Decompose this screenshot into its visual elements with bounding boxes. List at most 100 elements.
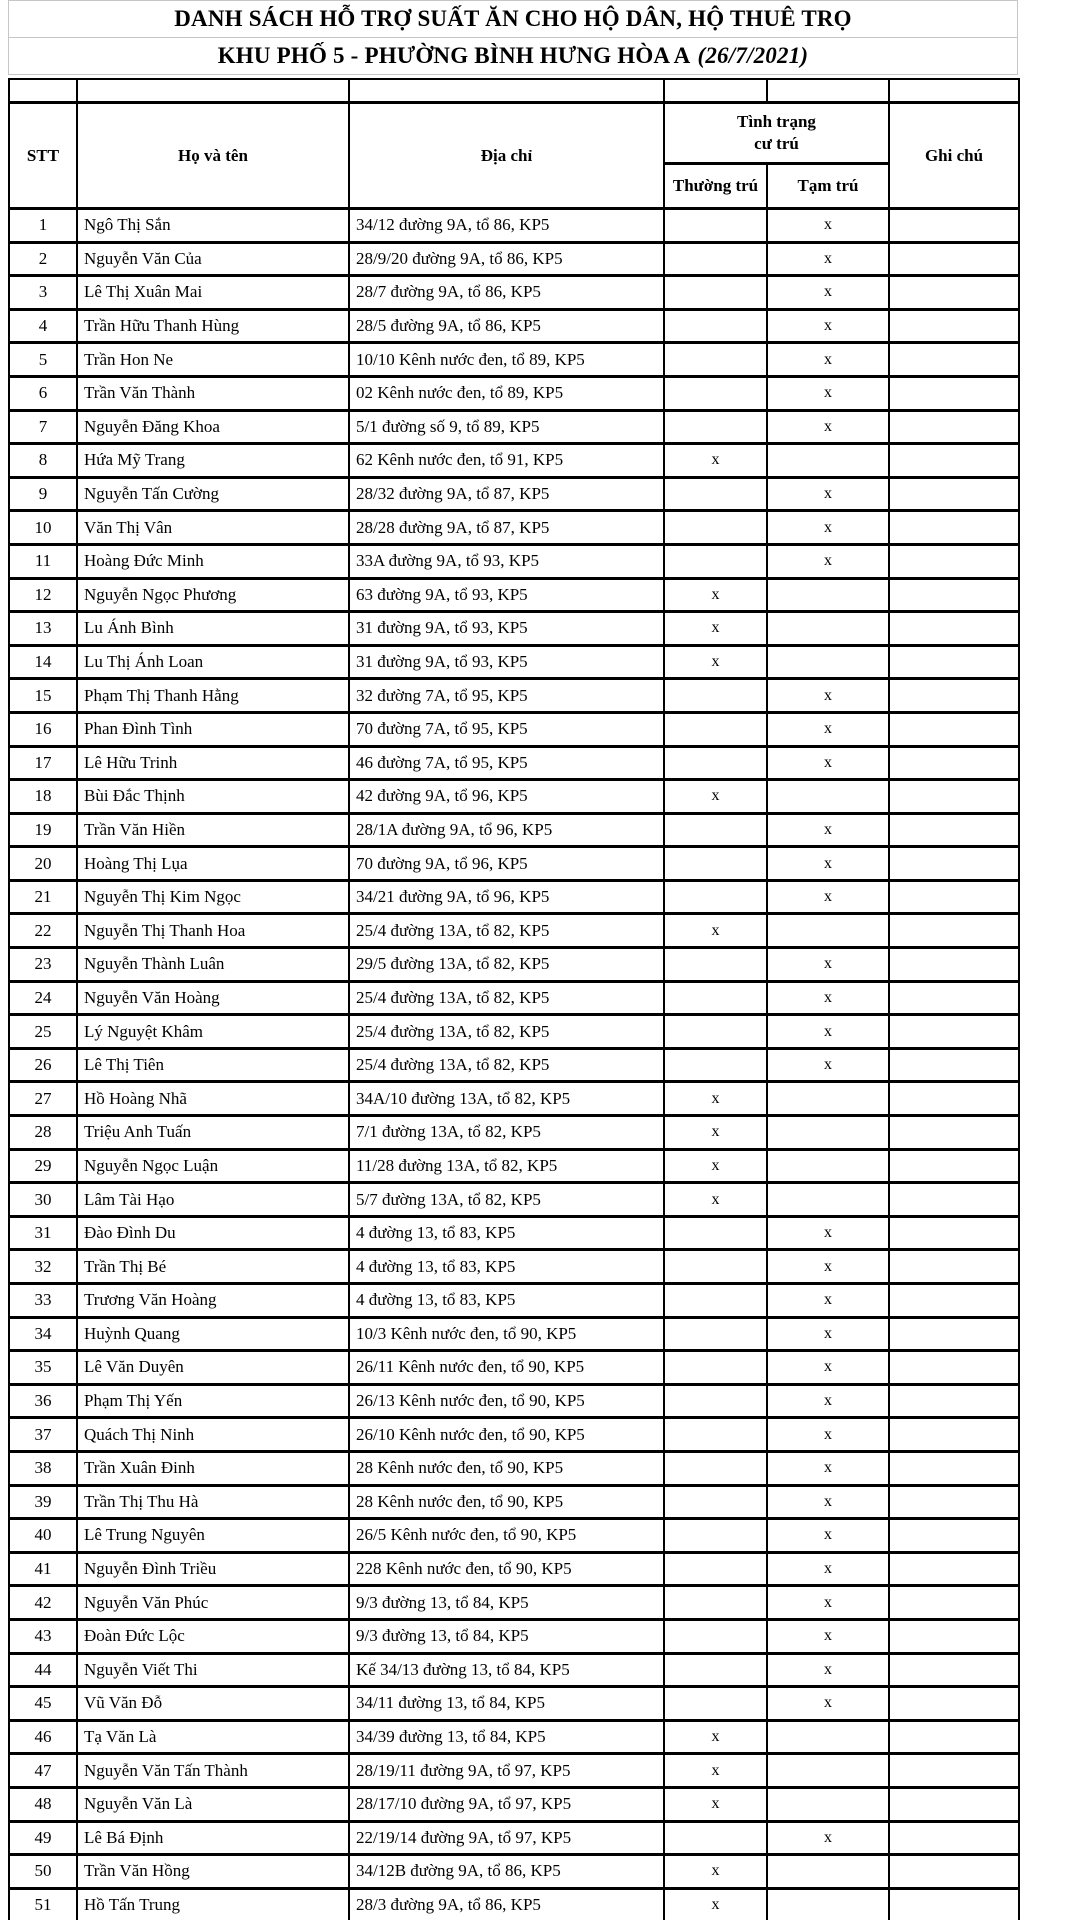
cell-address: 34/21 đường 9A, tổ 96, KP5	[348, 878, 665, 916]
table-row: 48 Nguyễn Văn Là 28/17/10 đường 9A, tổ 97,…	[8, 1785, 1020, 1823]
cell-address: 228 Kênh nước đen, tổ 90, KP5	[348, 1550, 665, 1588]
column-header-note: Ghi chú	[888, 101, 1020, 210]
cell-stt: 48	[8, 1785, 78, 1823]
spacer-cell	[888, 78, 1020, 104]
column-header-stt: STT	[8, 101, 78, 210]
cell-note	[888, 509, 1020, 546]
cell-address: 9/3 đường 13, tổ 84, KP5	[348, 1617, 665, 1655]
cell-note	[888, 1013, 1020, 1050]
cell-address: 4 đường 13, tổ 83, KP5	[348, 1282, 665, 1319]
cell-permanent: x	[663, 1080, 768, 1118]
cell-name: Phan Đình Tình	[76, 710, 350, 748]
cell-stt: 13	[8, 610, 78, 647]
cell-name: Trần Văn Thành	[76, 374, 350, 412]
table-row: 35 Lê Văn Duyên 26/11 Kênh nước đen, tổ 90…	[8, 1349, 1020, 1386]
cell-stt: 26	[8, 1046, 78, 1084]
cell-name: Lê Thị Tiên	[76, 1046, 350, 1084]
cell-permanent	[663, 1349, 768, 1386]
cell-stt: 4	[8, 307, 78, 345]
cell-address: 10/10 Kênh nước đen, tổ 89, KP5	[348, 341, 665, 378]
document-date: (26/7/2021)	[697, 43, 809, 68]
cell-name: Nguyễn Văn Là	[76, 1785, 350, 1823]
cell-stt: 51	[8, 1886, 78, 1920]
cell-permanent	[663, 1819, 768, 1857]
cell-temporary: x	[766, 1349, 890, 1386]
cell-address: 26/11 Kênh nước đen, tổ 90, KP5	[348, 1349, 665, 1386]
table-row: 19 Trần Văn Hiền 28/1A đường 9A, tổ 96, KP…	[8, 811, 1020, 849]
cell-stt: 37	[8, 1416, 78, 1453]
cell-permanent	[663, 946, 768, 983]
cell-address: 31 đường 9A, tổ 93, KP5	[348, 643, 665, 681]
cell-address: 25/4 đường 13A, tổ 82, KP5	[348, 979, 665, 1017]
cell-note	[888, 1517, 1020, 1554]
cell-note	[888, 1785, 1020, 1823]
cell-permanent	[663, 1282, 768, 1319]
cell-address: 4 đường 13, tổ 83, KP5	[348, 1248, 665, 1285]
cell-address: 28 Kênh nước đen, tổ 90, KP5	[348, 1483, 665, 1521]
cell-name: Nguyễn Văn Của	[76, 240, 350, 278]
table-row: 30 Lâm Tài Hạo 5/7 đường 13A, tổ 82, KP5 x	[8, 1181, 1020, 1218]
cell-temporary	[766, 1785, 890, 1823]
cell-note	[888, 946, 1020, 983]
cell-address: 34/39 đường 13, tổ 84, KP5	[348, 1718, 665, 1756]
cell-address: 28/1A đường 9A, tổ 96, KP5	[348, 811, 665, 849]
cell-name: Vũ Văn Đỗ	[76, 1685, 350, 1722]
table-row: 17 Lê Hữu Trinh 46 đường 7A, tổ 95, KP5 x	[8, 744, 1020, 782]
table-row: 49 Lê Bá Định 22/19/14 đường 9A, tổ 97, KP…	[8, 1819, 1020, 1857]
cell-permanent	[663, 240, 768, 278]
cell-address: 29/5 đường 13A, tổ 82, KP5	[348, 946, 665, 983]
spacer-cell	[8, 78, 78, 104]
cell-name: Nguyễn Văn Phúc	[76, 1584, 350, 1621]
cell-name: Ngô Thị Sắn	[76, 207, 350, 244]
cell-name: Trương Văn Hoàng	[76, 1282, 350, 1319]
cell-permanent: x	[663, 1181, 768, 1218]
cell-temporary: x	[766, 1416, 890, 1453]
spacer-cell	[348, 78, 665, 104]
table-row: 14 Lu Thị Ánh Loan 31 đường 9A, tổ 93, KP5…	[8, 643, 1020, 681]
cell-stt: 16	[8, 710, 78, 748]
cell-stt: 21	[8, 878, 78, 916]
cell-name: Trần Hon Ne	[76, 341, 350, 378]
cell-temporary	[766, 442, 890, 479]
cell-address: 34A/10 đường 13A, tổ 82, KP5	[348, 1080, 665, 1118]
cell-note	[888, 1248, 1020, 1285]
table-row: 24 Nguyễn Văn Hoàng 25/4 đường 13A, tổ 82,…	[8, 979, 1020, 1017]
cell-note	[888, 207, 1020, 244]
cell-name: Lý Nguyệt Khâm	[76, 1013, 350, 1050]
cell-note	[888, 710, 1020, 748]
cell-name: Nguyễn Viết Thi	[76, 1651, 350, 1689]
table-row: 50 Trần Văn Hồng 34/12B đường 9A, tổ 86, K…	[8, 1853, 1020, 1890]
cell-stt: 27	[8, 1080, 78, 1118]
cell-note	[888, 240, 1020, 278]
cell-note	[888, 1147, 1020, 1185]
cell-name: Lê Bá Định	[76, 1819, 350, 1857]
cell-permanent	[663, 1685, 768, 1722]
cell-note	[888, 1718, 1020, 1756]
cell-permanent	[663, 1013, 768, 1050]
cell-stt: 23	[8, 946, 78, 983]
header-row: STT Họ và tên Địa chỉ Tình trạng cư trú …	[8, 101, 1020, 210]
table-row: 36 Phạm Thị Yến 26/13 Kênh nước đen, tổ 90…	[8, 1382, 1020, 1420]
cell-note	[888, 307, 1020, 345]
spacer-cell	[663, 78, 768, 104]
cell-stt: 47	[8, 1752, 78, 1789]
cell-stt: 3	[8, 274, 78, 311]
cell-temporary: x	[766, 1248, 890, 1285]
cell-permanent	[663, 1449, 768, 1487]
table-row: 31 Đào Đình Du 4 đường 13, tổ 83, KP5 x	[8, 1214, 1020, 1252]
column-header-permanent: Thường trú	[663, 162, 768, 210]
cell-stt: 6	[8, 374, 78, 412]
cell-temporary	[766, 1752, 890, 1789]
cell-name: Nguyễn Ngọc Luận	[76, 1147, 350, 1185]
cell-temporary	[766, 1080, 890, 1118]
cell-note	[888, 1584, 1020, 1621]
cell-stt: 42	[8, 1584, 78, 1621]
cell-note	[888, 979, 1020, 1017]
cell-temporary: x	[766, 475, 890, 513]
cell-address: 02 Kênh nước đen, tổ 89, KP5	[348, 374, 665, 412]
cell-address: 34/12 đường 9A, tổ 86, KP5	[348, 207, 665, 244]
cell-address: 28/17/10 đường 9A, tổ 97, KP5	[348, 1785, 665, 1823]
cell-address: 34/12B đường 9A, tổ 86, KP5	[348, 1853, 665, 1890]
cell-temporary: x	[766, 274, 890, 311]
